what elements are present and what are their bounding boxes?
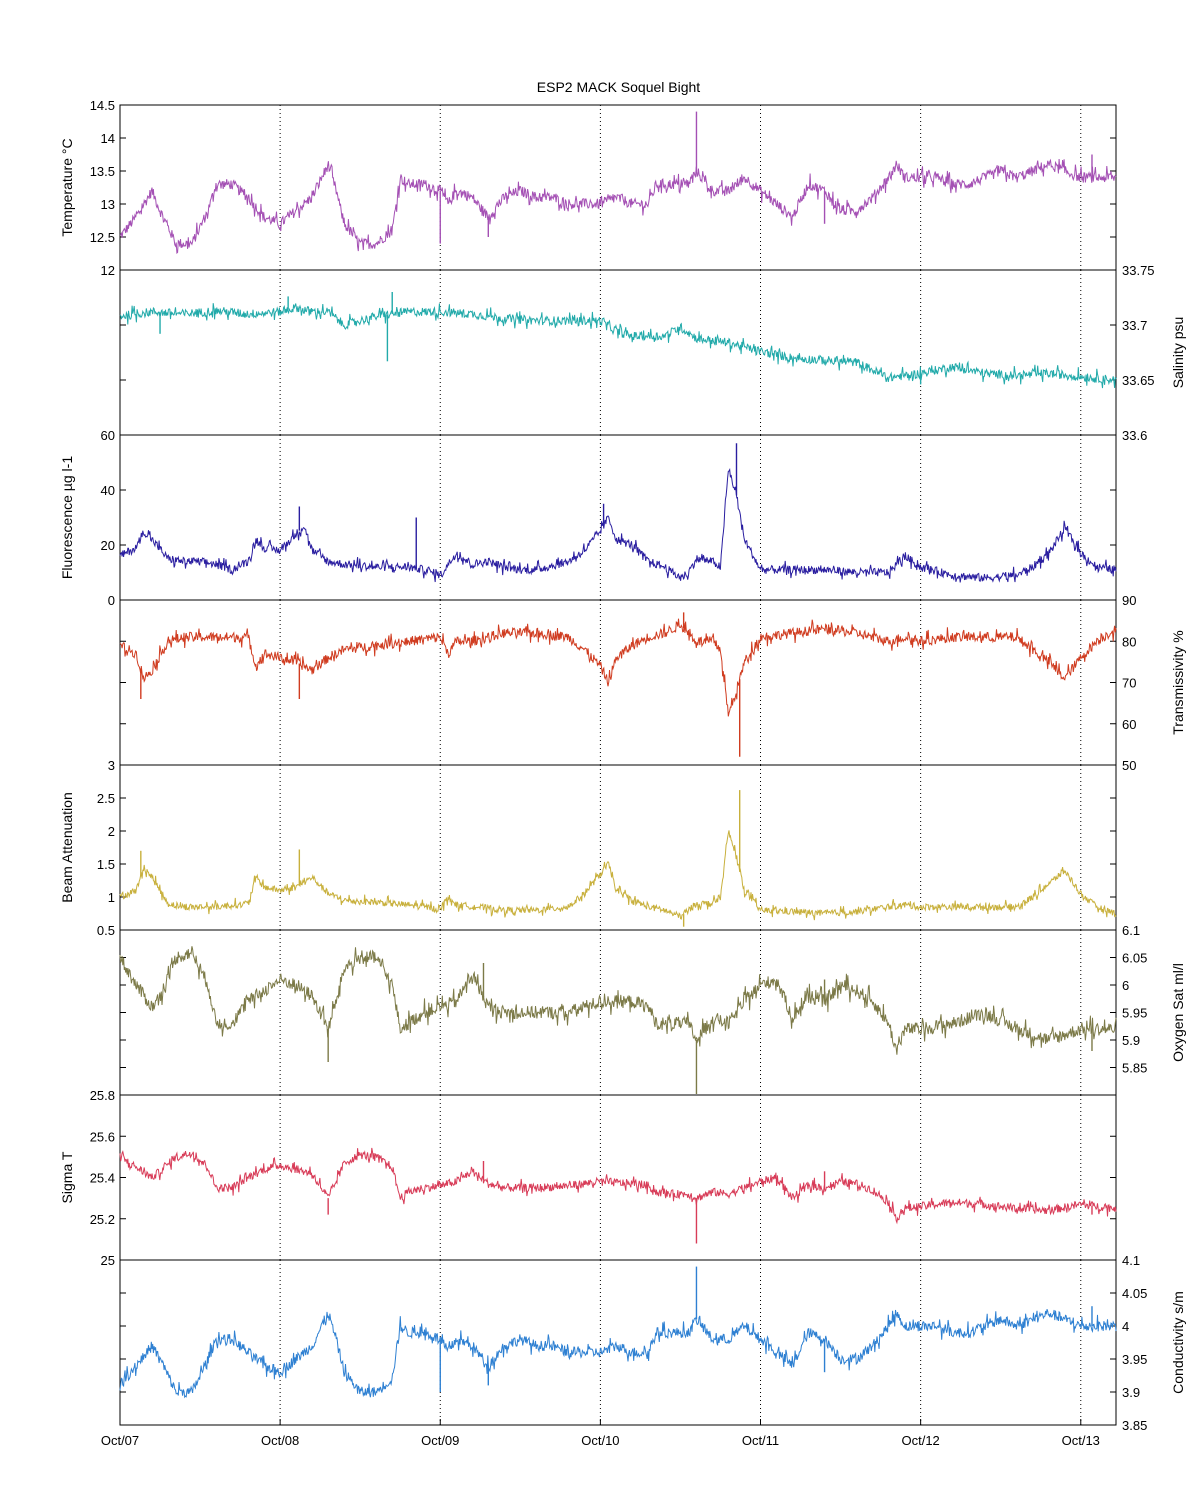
panel-5-ytick-label: 6 [1122,978,1129,993]
panel-7-frame [119,1259,1117,1426]
panel-4-ytick-label: 3 [108,758,115,773]
panel-2-ytick-label: 20 [101,538,115,553]
panel-5-ytick-label: 5.9 [1122,1033,1140,1048]
panel-3-ytick-label: 80 [1122,634,1136,649]
xtick-label-0: Oct/07 [101,1433,139,1448]
panel-2-ytick-label: 0 [108,593,115,608]
panel-0-ytick-label: 12 [101,263,115,278]
panel-6-frame [119,1094,1117,1261]
panel-1-ytick-label: 33.7 [1122,318,1147,333]
panel-6-ytick-label: 25.2 [90,1212,115,1227]
panel-2-ytick-label: 60 [101,428,115,443]
panel-6-ytick-label: 25 [101,1253,115,1268]
panel-7-series-line [119,1309,1117,1399]
panel-7-ytick-label: 4.05 [1122,1286,1147,1301]
panel-0-series-line [119,158,1117,255]
panel-7-ytick-label: 4 [1122,1319,1129,1334]
panel-1-series-line [119,303,1117,389]
panel-3-ytick-label: 50 [1122,758,1136,773]
panel-5-ytick-label: 6.05 [1122,951,1147,966]
panel-0-ytick-label: 14.5 [90,98,115,113]
panel-0-ytick-label: 13.5 [90,164,115,179]
panel-7-ytick-label: 3.85 [1122,1418,1147,1433]
panel-7-ytick-label: 3.95 [1122,1352,1147,1367]
panel-2-ylabel: Fluorescence µg l-1 [59,456,75,579]
panel-2-series-line [119,468,1117,583]
xtick-label-3: Oct/10 [581,1433,619,1448]
panel-3-ytick-label: 60 [1122,717,1136,732]
panel-2-ytick-label: 40 [101,483,115,498]
panel-0-ytick-label: 13 [101,197,115,212]
panel-1-ytick-label: 33.6 [1122,428,1147,443]
panel-6-ytick-label: 25.8 [90,1088,115,1103]
panel-5-ytick-label: 5.95 [1122,1006,1147,1021]
panel-4-ytick-label: 1.5 [97,857,115,872]
panel-5-series-line [119,946,1117,1055]
panel-5-frame [119,929,1117,1096]
panel-0-ylabel: Temperature °C [59,138,75,236]
xtick-label-1: Oct/08 [261,1433,299,1448]
panel-0-ytick-label: 14 [101,131,115,146]
panel-3-ytick-label: 90 [1122,593,1136,608]
panel-5-ytick-label: 5.85 [1122,1061,1147,1076]
panel-1-frame [119,269,1117,436]
panel-4-frame [119,764,1117,931]
panel-6-ylabel: Sigma T [59,1151,75,1203]
panel-3-ytick-label: 70 [1122,676,1136,691]
panel-3-ylabel: Transmissivity % [1170,630,1186,735]
panel-6-ytick-label: 25.6 [90,1129,115,1144]
panel-4-series-line [119,830,1117,921]
panel-5-ylabel: Oxygen Sat ml/l [1170,963,1186,1062]
panel-4-ytick-label: 2.5 [97,791,115,806]
panel-4-ytick-label: 0.5 [97,923,115,938]
panel-4-ytick-label: 2 [108,824,115,839]
panel-6-ytick-label: 25.4 [90,1171,115,1186]
panel-6-series-line [119,1147,1117,1225]
panel-0-ytick-label: 12.5 [90,230,115,245]
panel-7-ylabel: Conductivity s/m [1170,1291,1186,1394]
panel-1-ytick-label: 33.75 [1122,263,1155,278]
xtick-label-5: Oct/12 [901,1433,939,1448]
xtick-label-6: Oct/13 [1062,1433,1100,1448]
figure-title: ESP2 MACK Soquel Bight [536,79,701,95]
panel-3-series-line [119,618,1117,717]
panel-2-frame [119,434,1117,601]
panel-7-ytick-label: 3.9 [1122,1385,1140,1400]
panel-1-ylabel: Salinity psu [1170,317,1186,389]
xtick-label-2: Oct/09 [421,1433,459,1448]
xtick-label-4: Oct/11 [742,1433,779,1448]
panel-5-ytick-label: 6.1 [1122,923,1140,938]
panel-4-ytick-label: 1 [108,890,115,905]
panel-7-ytick-label: 4.1 [1122,1253,1140,1268]
panel-3-frame [119,599,1117,766]
panel-4-ylabel: Beam Attenuation [59,792,75,903]
panel-1-ytick-label: 33.65 [1122,373,1155,388]
